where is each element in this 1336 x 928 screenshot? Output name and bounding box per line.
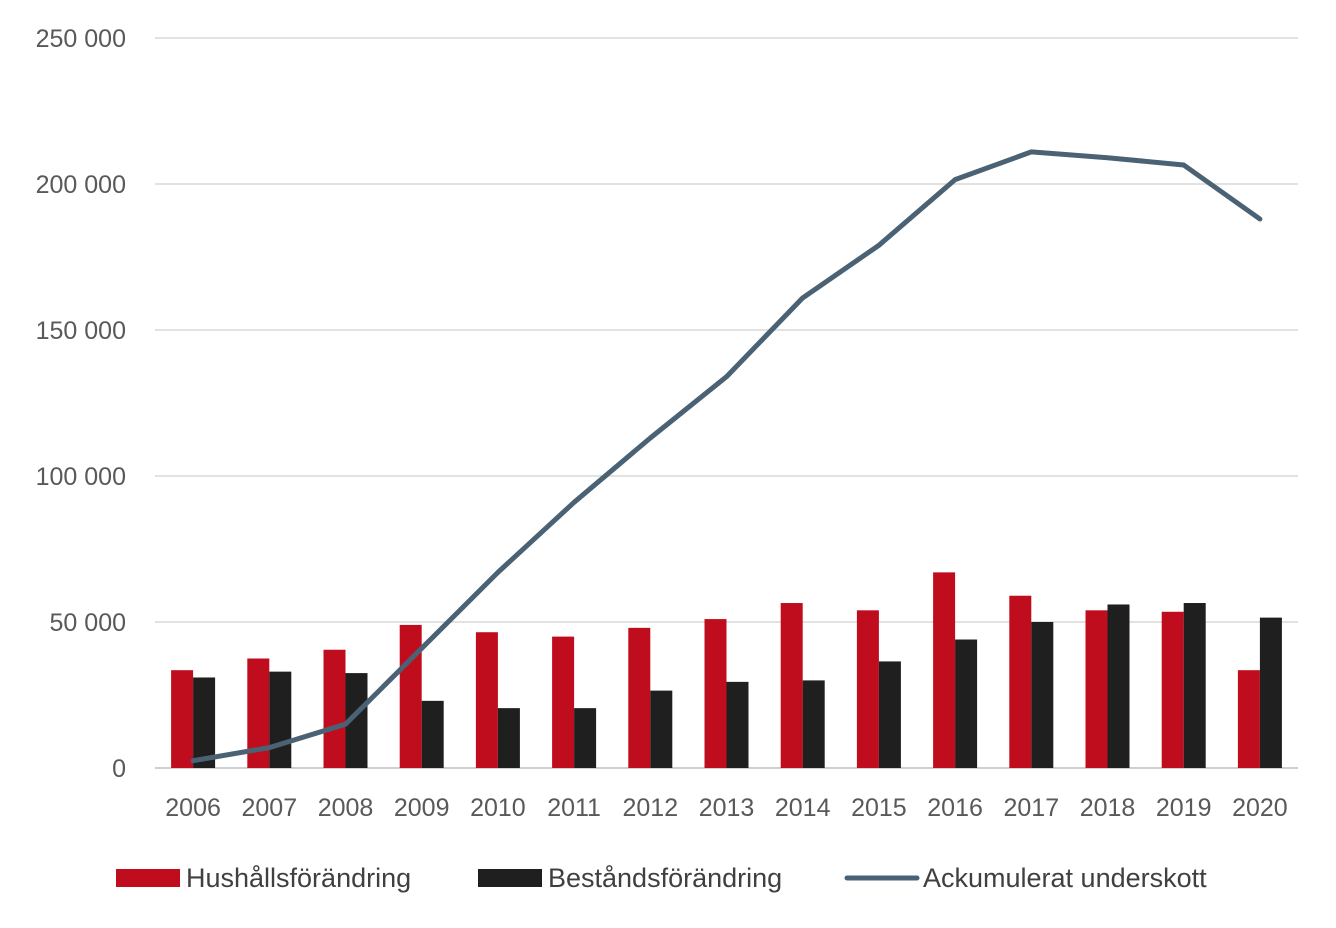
bar-bestandsforandring: [1259, 617, 1282, 768]
x-axis-ticks: 2006 2007 2008 2009 2010 2011 2012 2013 2014 2015…: [165, 794, 1287, 822]
legend-label: Hushållsförändring: [186, 863, 411, 893]
bar-hushallsforandring: [171, 670, 194, 768]
line-series: [190, 149, 1263, 764]
bar-hushallsforandring: [1085, 610, 1108, 768]
x-tick-label: 2008: [318, 794, 374, 822]
bar-hushallsforandring: [323, 649, 346, 768]
x-tick-label: 2012: [622, 794, 678, 822]
bar-hushallsforandring: [247, 658, 270, 768]
x-tick-label: 2006: [165, 794, 221, 822]
bar-bestandsforandring: [574, 708, 597, 768]
x-tick-label: 2013: [699, 794, 755, 822]
line-ackumulerat-underskott: [190, 149, 1263, 764]
y-axis-ticks: 0 50 000 100 000 150 000 200 000 250 000: [36, 25, 126, 783]
y-tick-label: 0: [112, 755, 126, 783]
bar-hushallsforandring: [1237, 670, 1260, 768]
bar-hushallsforandring: [1161, 611, 1184, 768]
bar-bestandsforandring: [650, 690, 673, 768]
legend-label: Beståndsförändring: [548, 863, 782, 893]
bar-hushallsforandring: [399, 624, 422, 768]
x-tick-label: 2010: [470, 794, 526, 822]
bar-bestandsforandring: [1107, 604, 1130, 768]
bar-bestandsforandring: [802, 680, 825, 768]
bar-hushallsforandring: [628, 627, 651, 768]
bar-bestandsforandring: [1183, 603, 1206, 768]
bar-bestandsforandring: [345, 673, 368, 768]
bar-bestandsforandring: [726, 681, 749, 768]
x-tick-label: 2007: [241, 794, 297, 822]
bar-bestandsforandring: [955, 639, 978, 768]
bar-bestandsforandring: [497, 708, 520, 768]
legend-swatch: [478, 869, 542, 887]
x-tick-label: 2014: [775, 794, 831, 822]
y-tick-label: 100 000: [36, 463, 126, 491]
x-tick-label: 2019: [1156, 794, 1212, 822]
x-tick-label: 2020: [1232, 794, 1288, 822]
bar-hushallsforandring: [933, 572, 956, 768]
bar-bestandsforandring: [1031, 622, 1054, 768]
bar-bestandsforandring: [421, 700, 444, 768]
x-tick-label: 2018: [1080, 794, 1136, 822]
x-tick-label: 2009: [394, 794, 450, 822]
y-tick-label: 150 000: [36, 317, 126, 345]
legend: Hushållsförändring Beståndsförändring Acku…: [116, 863, 1207, 893]
y-tick-label: 200 000: [36, 171, 126, 199]
bar-hushallsforandring: [552, 636, 575, 768]
legend-item: Beståndsförändring: [478, 863, 782, 893]
bars: [171, 572, 1282, 768]
x-tick-label: 2011: [547, 794, 601, 822]
legend-swatch: [116, 869, 180, 887]
bar-hushallsforandring: [475, 632, 498, 768]
x-tick-label: 2015: [851, 794, 907, 822]
bar-bestandsforandring: [269, 671, 292, 768]
legend-item: Ackumulerat underskott: [844, 863, 1207, 893]
bar-hushallsforandring: [780, 603, 803, 768]
x-tick-label: 2016: [927, 794, 983, 822]
x-tick-label: 2017: [1003, 794, 1059, 822]
y-tick-label: 50 000: [50, 609, 126, 637]
y-tick-label: 250 000: [36, 25, 126, 53]
bar-hushallsforandring: [856, 610, 879, 768]
legend-item: Hushållsförändring: [116, 863, 411, 893]
bar-hushallsforandring: [704, 619, 727, 768]
bar-bestandsforandring: [193, 677, 216, 768]
bar-hushallsforandring: [1009, 595, 1032, 768]
bar-bestandsforandring: [878, 661, 901, 768]
legend-label: Ackumulerat underskott: [923, 863, 1207, 893]
